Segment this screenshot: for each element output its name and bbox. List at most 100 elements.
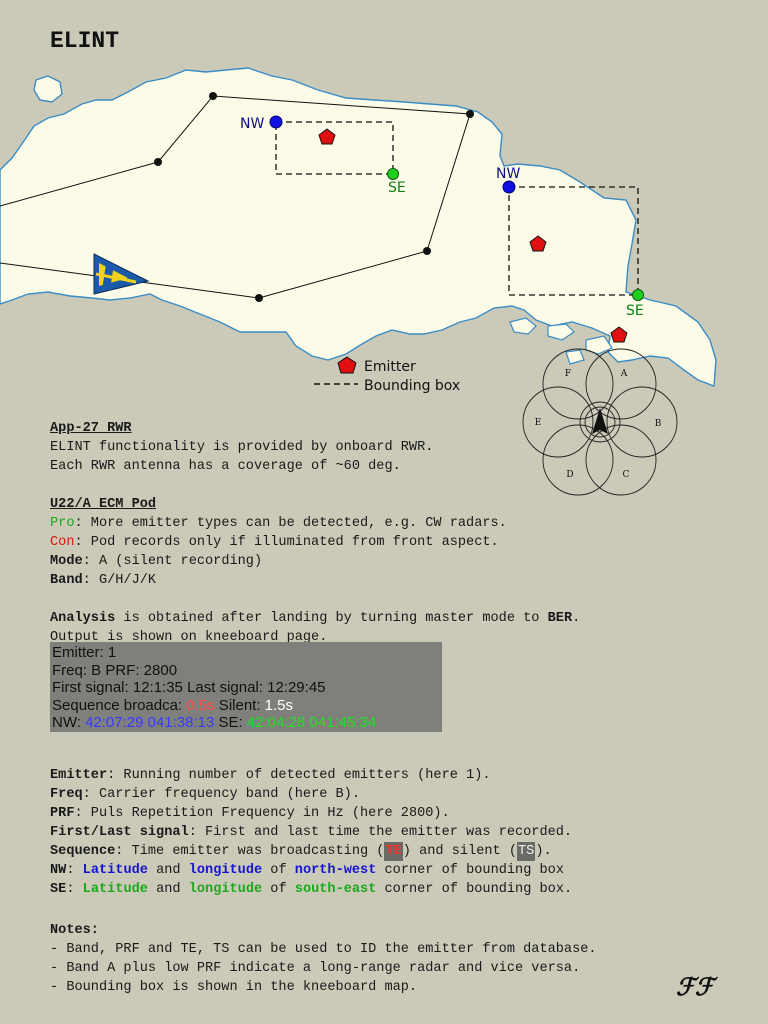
def-fl-text: : First and last time the emitter was re… [188,825,573,840]
note-2: - Band A plus low PRF indicate a long-ra… [50,961,581,976]
def-prf-text: : Puls Repetition Frequency in Hz (here … [74,806,450,821]
kneeboard-output: Emitter: 1 Freq: B PRF: 2800 First signa… [50,642,442,732]
def-sequence: Sequence: Time emitter was broadcasting … [50,842,572,861]
ecm-pro-line: Pro: More emitter types can be detected,… [50,514,507,533]
ecm-con-label: Con [50,535,75,550]
antenna-label-e: E [535,418,542,428]
note-1: - Band, PRF and TE, TS can be used to ID… [50,942,597,957]
def-se-rest: corner of bounding box. [376,882,573,897]
ecm-mode-label: Mode [50,554,83,569]
def-nw-label: NW [50,863,67,878]
def-nw-rest: corner of bounding box [376,863,564,878]
rwr-heading: App-27 RWR [50,421,132,436]
kb-signal-line: First signal: 12:1:35 Last signal: 12:29… [52,679,326,696]
def-prf: PRF: Puls Repetition Frequency in Hz (he… [50,804,572,823]
island-small-2 [547,323,575,341]
antenna-lobe-a [585,348,657,420]
kb-nw-label: NW: [52,714,86,731]
def-emitter-label: Emitter [50,768,108,783]
antenna-lobe-b [606,386,678,458]
antenna-label-f: F [565,369,571,379]
def-emitter: Emitter: Running number of detected emit… [50,766,572,785]
antenna-label-b: B [655,419,662,429]
def-seq-ts: TS [517,842,536,861]
kb-se-label: SE: [214,714,247,731]
kb-seq-label: Sequence broadca: [52,696,187,714]
kb-seq-te: 0.5s [186,696,215,714]
note-3: - Bounding box is shown in the kneeboard… [50,980,418,995]
ecm-con-text: : Pod records only if illuminated from f… [74,535,499,550]
nw-point-1 [269,115,283,129]
def-se-label: SE [50,882,67,897]
analysis-text-a: is obtained after landing by turning mas… [115,611,548,626]
def-emitter-text: : Running number of detected emitters (h… [107,768,491,783]
ecm-con-line: Con: Pod records only if illuminated fro… [50,533,507,552]
page-title: ELINT [50,28,120,54]
legend-bbox-label: Bounding box [364,378,460,394]
main-landmass [0,67,717,387]
analysis-line-2: Output is shown on kneeboard page. [50,630,328,645]
emitter-icon [318,128,336,145]
def-seq-label: Sequence [50,844,116,859]
ber-mode: BER [547,611,573,626]
ecm-section: U22/A ECM Pod Pro: More emitter types can… [50,476,507,590]
def-freq-label: Freq [50,787,83,802]
def-seq-te: TE [384,842,403,861]
ecm-mode-text: : A (silent recording) [82,554,263,569]
kb-coords-line: NW: 42:07:29 041:38:13 SE: 42:04:28 041:… [52,714,442,732]
aircraft-icon [93,253,150,295]
bounding-box-2 [508,186,639,296]
island-small-1 [509,317,537,335]
antenna-lobe-c [585,424,657,496]
ecm-pro-label: Pro [50,516,75,531]
emitter-icon [610,326,628,343]
author-signature: ℱℱ [676,972,714,1001]
se-label-1: SE [388,180,406,196]
def-fl-label: First/Last signal [50,825,189,840]
def-freq: Freq: Carrier frequency band (here B). [50,785,572,804]
def-seq-text-b: ) and silent ( [402,844,518,859]
def-se-sep: : [66,882,83,897]
analysis-section: Analysis is obtained after landing by tu… [50,590,580,647]
se-point-1 [387,168,399,180]
def-se-lat: Latitude [82,882,148,897]
antenna-lobe-d [542,424,614,496]
map-legend: Emitter Bounding box [314,356,460,394]
analysis-label: Analysis [50,611,116,626]
def-prf-label: PRF [50,806,75,821]
def-nw-and: and [147,863,189,878]
aircraft-silhouette-icon [592,408,608,434]
def-nw-of: of [262,863,295,878]
def-seq-text-a: : Time emitter was broadcasting ( [115,844,385,859]
def-nw-lon: longitude [188,863,263,878]
nw-point-2 [502,180,516,194]
kb-nw-coord: 42:07:29 041:38:13 [85,714,215,731]
kb-sequence-line: Sequence broadca: 0.5s Silent: 1.5s [52,697,442,715]
def-se-of: of [262,882,295,897]
definitions-section: Emitter: Running number of detected emit… [50,747,572,899]
island-small-4 [565,349,585,365]
analysis-line-1: Analysis is obtained after landing by tu… [50,609,580,628]
kb-freq-line: Freq: B PRF: 2800 [52,661,178,679]
kneeboard-map: NW SE NW SE Emitter Bounding box [0,67,717,394]
antenna-lobe-e [522,386,594,458]
ecm-band-line: Band: G/H/J/K [50,571,507,590]
rwr-antenna-diagram: A B C D E F [522,348,678,496]
ecm-band-text: : G/H/J/K [82,573,157,588]
kb-silent-label: Silent: [214,696,265,714]
kb-emitter-line: Emitter: 1 [52,644,117,661]
ecm-heading: U22/A ECM Pod [50,497,157,512]
antenna-label-a: A [620,369,628,379]
def-freq-text: : Carrier frequency band (here B). [82,787,360,802]
antenna-label-c: C [623,470,630,480]
notes-section: Notes: - Band, PRF and TE, TS can be used… [50,902,597,997]
legend-emitter-label: Emitter [364,359,416,375]
kb-se-coord: 42:04:28 041:45:34 [246,714,377,731]
analysis-text-b: . [572,611,581,626]
def-nw: NW: Latitude and longitude of north-west… [50,861,572,880]
se-point-2 [632,289,644,301]
def-seq-text-c: ). [535,844,552,859]
rwr-text-1: ELINT functionality is provided by onboa… [50,440,434,455]
antenna-label-d: D [566,470,573,480]
kb-silent-ts: 1.5s [264,696,294,714]
